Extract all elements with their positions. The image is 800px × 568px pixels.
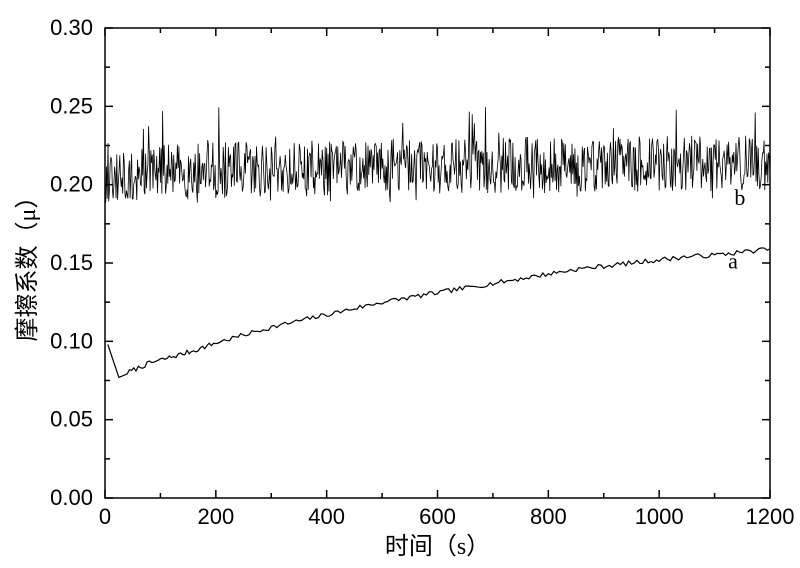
x-tick-label: 600	[419, 504, 456, 529]
x-tick-label: 0	[99, 504, 111, 529]
y-axis-label: 摩擦系数（μ）	[14, 185, 41, 342]
x-axis-label: 时间（s）	[385, 533, 490, 560]
chart-svg: 0 200 400 600 800 1000 1200 0.00 0.05 0.10 0.15 0.2…	[0, 0, 800, 568]
y-tick-label: 0.25	[50, 93, 93, 118]
y-tick-label: 0.20	[50, 172, 93, 197]
x-tick-label: 1000	[635, 504, 684, 529]
series-b-label: b	[734, 185, 745, 210]
x-tick-label: 800	[530, 504, 567, 529]
series-a-line	[108, 248, 770, 378]
y-tick-label: 0.30	[50, 15, 93, 40]
chart-container: 0 200 400 600 800 1000 1200 0.00 0.05 0.10 0.15 0.2…	[0, 0, 800, 568]
x-tick-label: 1200	[746, 504, 795, 529]
y-tick-label: 0.15	[50, 250, 93, 275]
x-tick-label: 400	[308, 504, 345, 529]
series-a-label: a	[728, 248, 738, 273]
series-b-line	[105, 107, 770, 203]
x-tick-label: 200	[197, 504, 234, 529]
y-tick-label: 0.00	[50, 485, 93, 510]
y-tick-label: 0.10	[50, 328, 93, 353]
y-tick-label: 0.05	[50, 407, 93, 432]
